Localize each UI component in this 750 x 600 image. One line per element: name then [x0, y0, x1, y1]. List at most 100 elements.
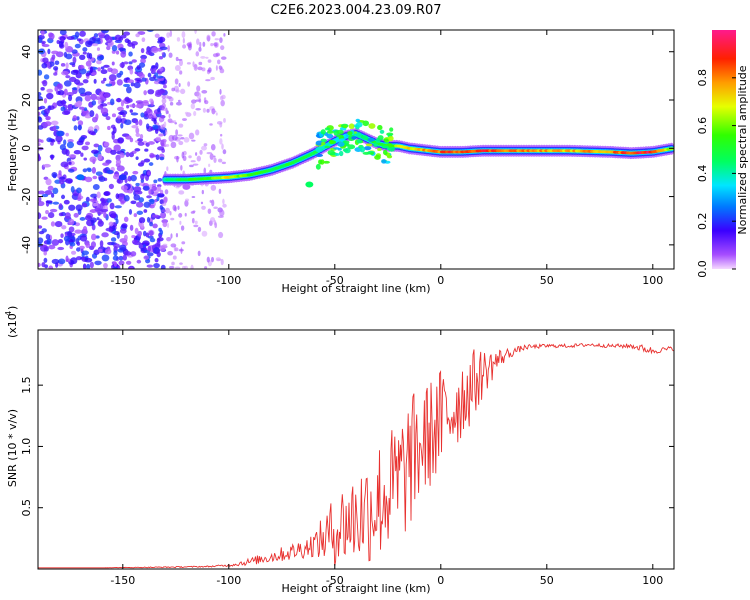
- heatmap-cell: [124, 251, 132, 256]
- heatmap-cell: [166, 166, 169, 172]
- heatmap-cell: [195, 152, 198, 156]
- heatmap-cell: [191, 139, 196, 142]
- heatmap-cell: [90, 241, 96, 248]
- heatmap-cell: [143, 201, 152, 208]
- heatmap-cell: [131, 59, 137, 63]
- heatmap-cell: [169, 210, 172, 216]
- heatmap-cell: [192, 210, 196, 213]
- heatmap-cell: [216, 59, 221, 65]
- heatmap-cell: [177, 134, 183, 137]
- heatmap-cell: [92, 183, 100, 191]
- heatmap-cell: [65, 132, 69, 137]
- heatmap-cell: [174, 266, 181, 269]
- heatmap-cell: [46, 92, 54, 100]
- heatmap-cell: [94, 260, 102, 266]
- heatmap-cell: [152, 223, 158, 229]
- heatmap-cell: [56, 83, 62, 89]
- heatmap-cell: [56, 130, 64, 137]
- heatmap-cell: [203, 143, 208, 147]
- heatmap-cell: [174, 65, 181, 71]
- heatmap-cell: [60, 233, 64, 238]
- heatmap-cell: [83, 157, 88, 161]
- heatmap-cell: [72, 56, 77, 64]
- heatmap-cell: [140, 222, 145, 229]
- heatmap-cell: [38, 116, 43, 123]
- heatmap-cell: [327, 149, 335, 156]
- heatmap-cell: [156, 251, 161, 258]
- heatmap-cell: [63, 139, 67, 146]
- heatmap-cell: [50, 221, 56, 227]
- heatmap-cell: [373, 143, 379, 148]
- heatmap-cell: [106, 169, 114, 174]
- heatmap-cell: [115, 116, 122, 124]
- heatmap-cell: [145, 50, 153, 55]
- heatmap-cell: [222, 203, 227, 208]
- heatmap-cell: [184, 111, 189, 115]
- heatmap-cell: [209, 153, 214, 160]
- heatmap-cell: [351, 136, 357, 140]
- heatmap-cell: [140, 47, 145, 54]
- heatmap-cell: [59, 144, 66, 151]
- heatmap-cell: [189, 164, 194, 168]
- heatmap-cell: [113, 243, 120, 249]
- heatmap-cell: [163, 196, 168, 203]
- heatmap-cell: [134, 227, 139, 235]
- heatmap-cell: [138, 217, 146, 224]
- heatmap-cell: [68, 226, 75, 233]
- heatmap-cell: [148, 162, 154, 166]
- y-tick-label: 1.5: [20, 376, 33, 394]
- heatmap-cell: [82, 263, 87, 269]
- heatmap-cell: [205, 79, 211, 82]
- heatmap-cell: [219, 209, 225, 217]
- heatmap-cell: [218, 231, 224, 239]
- heatmap-cell: [180, 225, 185, 231]
- heatmap-cell: [157, 186, 162, 192]
- heatmap-cell: [175, 56, 179, 62]
- heatmap-cell: [145, 232, 150, 238]
- heatmap-cell: [108, 74, 117, 82]
- heatmap-cell: [43, 250, 48, 256]
- heatmap-cell: [149, 204, 155, 209]
- heatmap-cell: [184, 198, 190, 202]
- heatmap-cell: [63, 88, 68, 96]
- heatmap-cell: [164, 129, 168, 135]
- snr-panel: -150 -100 -50 0 50 100 0.5 1.0 1.5 Height of st…: [4, 306, 675, 595]
- heatmap-cell: [199, 41, 202, 48]
- heatmap-cell: [121, 223, 128, 229]
- heatmap-cell: [315, 146, 322, 153]
- heatmap-cell: [81, 202, 88, 208]
- heatmap-cell: [178, 190, 185, 195]
- heatmap-cell: [41, 193, 49, 198]
- heatmap-cell: [101, 254, 110, 262]
- heatmap-cell: [115, 218, 119, 225]
- heatmap-cell: [128, 208, 133, 215]
- heatmap-cell: [82, 226, 88, 233]
- heatmap-cell: [362, 135, 368, 140]
- heatmap-cell: [47, 212, 55, 219]
- heatmap-cell: [38, 154, 41, 161]
- heatmap-cell: [356, 139, 362, 144]
- heatmap-cell: [120, 200, 125, 205]
- heatmap-cell: [65, 149, 70, 157]
- heatmap-cell: [381, 159, 387, 164]
- heatmap-cell: [183, 137, 190, 143]
- heatmap-cell: [59, 179, 65, 185]
- heatmap-cell: [170, 243, 177, 248]
- heatmap-cell: [43, 74, 50, 80]
- heatmap-cell: [78, 87, 86, 95]
- heatmap-cell: [149, 221, 154, 227]
- heatmap-cell: [100, 107, 109, 115]
- heatmap-cell: [76, 187, 82, 194]
- heatmap-cell: [178, 123, 184, 128]
- heatmap-cell: [135, 127, 140, 134]
- heatmap-cell: [161, 202, 167, 207]
- heatmap-cell: [338, 150, 344, 157]
- heatmap-cell: [66, 141, 75, 149]
- heatmap-cell: [58, 212, 64, 217]
- heatmap-cell: [65, 178, 73, 184]
- heatmap-cell: [79, 245, 85, 250]
- heatmap-cell: [129, 68, 134, 75]
- heatmap-cell: [38, 200, 45, 207]
- heatmap-cell: [77, 124, 82, 131]
- heatmap-cell: [42, 57, 49, 64]
